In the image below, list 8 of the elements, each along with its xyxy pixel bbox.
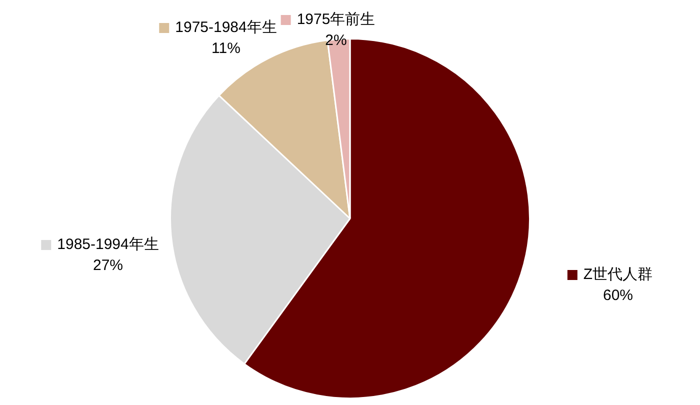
legend-label: 1975年前生 (296, 11, 376, 28)
legend-label: 1985-1994年生 (57, 236, 159, 254)
legend-label: 1975-1984年生 (175, 19, 277, 36)
data-label: 60% (602, 287, 634, 304)
legend-label: Z世代人群 (583, 266, 653, 284)
data-label: 27% (92, 257, 124, 274)
data-label: 2% (325, 32, 347, 50)
data-label: 11% (212, 40, 240, 58)
